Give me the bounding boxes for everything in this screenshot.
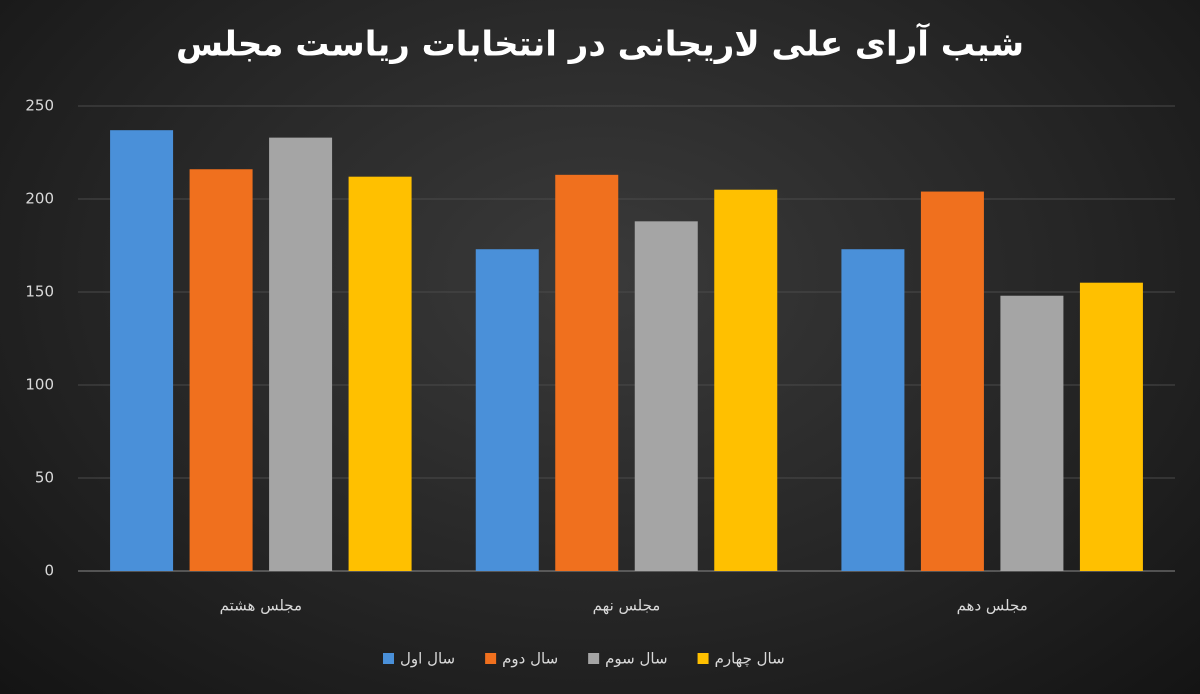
bar <box>841 249 905 571</box>
y-tick-label: 0 <box>44 562 54 580</box>
bar <box>348 176 412 571</box>
x-tick-label: مجلس دهم <box>957 597 1028 615</box>
bar <box>634 221 698 571</box>
bar <box>110 130 174 571</box>
y-tick-label: 200 <box>25 190 54 208</box>
legend-swatch <box>588 653 600 664</box>
legend-label: سال اول <box>400 650 455 668</box>
bar <box>269 137 333 571</box>
bar <box>714 189 778 571</box>
legend-label: سال چهارم <box>715 650 785 668</box>
legend-swatch <box>383 653 394 664</box>
bar <box>1079 282 1143 571</box>
x-tick-label: مجلس نهم <box>593 597 661 615</box>
legend-swatch <box>697 653 709 664</box>
bar <box>475 249 539 571</box>
bar <box>189 169 253 572</box>
y-tick-label: 150 <box>25 283 54 301</box>
bar <box>920 191 984 571</box>
x-tick-label: مجلس هشتم <box>220 597 302 615</box>
bar <box>1000 295 1064 571</box>
legend-label: سال دوم <box>502 650 558 668</box>
legend-label: سال سوم <box>605 650 667 668</box>
chart-title: شیب آرای علی لاریجانی در انتخابات ریاست … <box>176 23 1024 65</box>
legend-swatch <box>485 653 497 664</box>
y-tick-label: 100 <box>25 376 54 394</box>
bar <box>555 174 619 571</box>
y-tick-label: 50 <box>35 469 54 487</box>
y-tick-label: 250 <box>25 97 54 115</box>
